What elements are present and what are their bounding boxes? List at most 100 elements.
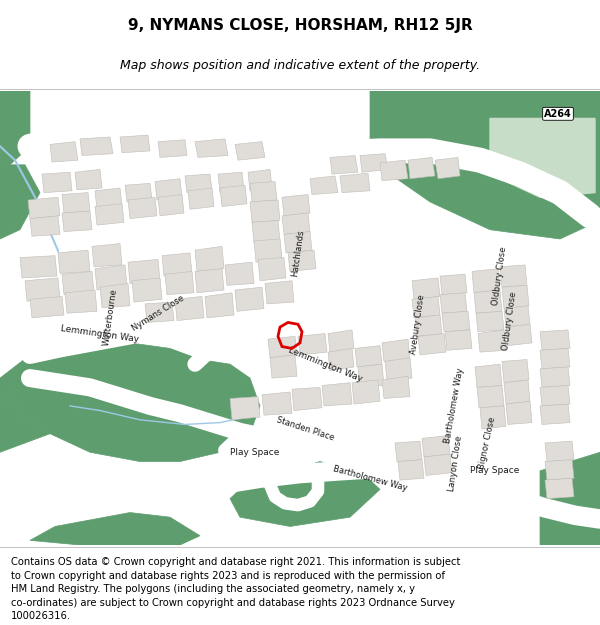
Polygon shape	[128, 198, 157, 219]
Polygon shape	[298, 334, 327, 355]
Polygon shape	[175, 296, 204, 321]
Polygon shape	[415, 315, 442, 336]
Polygon shape	[328, 330, 354, 352]
Text: Play Space: Play Space	[230, 448, 280, 457]
Polygon shape	[250, 181, 277, 202]
Text: Standen Place: Standen Place	[275, 416, 335, 442]
Polygon shape	[62, 211, 92, 232]
Text: Hatchlands: Hatchlands	[290, 229, 306, 277]
Polygon shape	[282, 213, 310, 234]
Polygon shape	[382, 339, 410, 361]
Polygon shape	[474, 290, 502, 313]
Polygon shape	[218, 173, 244, 192]
Polygon shape	[42, 173, 72, 192]
Polygon shape	[65, 290, 97, 313]
Polygon shape	[158, 194, 184, 216]
Polygon shape	[95, 265, 127, 290]
Polygon shape	[418, 334, 446, 355]
Polygon shape	[185, 174, 212, 192]
Polygon shape	[476, 311, 504, 332]
Text: Map shows position and indicative extent of the property.: Map shows position and indicative extent…	[120, 59, 480, 72]
Polygon shape	[545, 441, 574, 461]
Polygon shape	[480, 406, 506, 429]
Polygon shape	[502, 359, 529, 382]
Text: Bartholomew Way: Bartholomew Way	[332, 464, 408, 492]
Polygon shape	[355, 346, 382, 367]
Polygon shape	[445, 330, 472, 350]
Polygon shape	[422, 436, 450, 457]
Polygon shape	[235, 288, 264, 311]
Polygon shape	[310, 176, 338, 194]
Polygon shape	[25, 278, 60, 301]
Polygon shape	[252, 221, 280, 243]
Polygon shape	[545, 478, 574, 499]
Polygon shape	[20, 256, 57, 278]
Polygon shape	[282, 194, 310, 216]
Polygon shape	[442, 311, 470, 332]
Text: Lemmington Way: Lemmington Way	[60, 324, 140, 344]
Text: Avebury Close: Avebury Close	[409, 294, 427, 355]
Polygon shape	[340, 173, 370, 192]
Polygon shape	[62, 271, 94, 294]
Polygon shape	[95, 204, 124, 225]
Polygon shape	[545, 460, 574, 480]
Polygon shape	[506, 401, 532, 424]
Polygon shape	[412, 296, 440, 318]
Polygon shape	[30, 216, 60, 236]
Polygon shape	[268, 336, 297, 357]
Polygon shape	[0, 91, 30, 165]
Polygon shape	[506, 324, 532, 346]
Polygon shape	[75, 169, 102, 190]
Polygon shape	[28, 198, 60, 219]
Polygon shape	[230, 397, 260, 420]
Text: Nymans Close: Nymans Close	[130, 294, 186, 333]
Polygon shape	[504, 306, 530, 327]
Text: Lanyon Close: Lanyon Close	[446, 435, 463, 492]
Polygon shape	[235, 142, 265, 160]
Polygon shape	[262, 392, 292, 415]
Polygon shape	[0, 165, 40, 239]
Polygon shape	[100, 284, 130, 308]
Polygon shape	[288, 250, 316, 271]
Polygon shape	[50, 142, 78, 162]
Polygon shape	[188, 188, 214, 209]
Polygon shape	[258, 258, 286, 281]
Polygon shape	[128, 259, 160, 284]
Polygon shape	[155, 179, 182, 200]
Text: Bignor Close: Bignor Close	[477, 416, 497, 470]
Polygon shape	[395, 441, 422, 461]
Text: Winterbourne: Winterbourne	[101, 288, 118, 346]
Polygon shape	[165, 271, 194, 294]
Polygon shape	[360, 154, 388, 173]
Text: 9, NYMANS CLOSE, HORSHAM, RH12 5JR: 9, NYMANS CLOSE, HORSHAM, RH12 5JR	[128, 18, 472, 33]
Polygon shape	[250, 200, 280, 222]
Polygon shape	[132, 278, 162, 302]
Polygon shape	[92, 244, 122, 267]
Polygon shape	[30, 296, 64, 318]
Polygon shape	[330, 156, 358, 174]
Polygon shape	[195, 246, 224, 271]
Polygon shape	[540, 348, 570, 369]
Polygon shape	[292, 388, 322, 411]
Polygon shape	[284, 232, 312, 253]
Polygon shape	[540, 452, 600, 545]
Polygon shape	[230, 461, 380, 526]
Polygon shape	[265, 281, 294, 304]
Polygon shape	[352, 380, 380, 404]
Polygon shape	[30, 512, 200, 545]
Polygon shape	[440, 292, 467, 313]
Polygon shape	[270, 355, 297, 378]
Text: Contains OS data © Crown copyright and database right 2021. This information is : Contains OS data © Crown copyright and d…	[11, 557, 460, 621]
Polygon shape	[540, 330, 570, 350]
Polygon shape	[328, 348, 354, 371]
Polygon shape	[254, 239, 282, 262]
Polygon shape	[540, 367, 570, 388]
Polygon shape	[478, 330, 506, 352]
Polygon shape	[435, 158, 460, 179]
Polygon shape	[504, 380, 530, 404]
Polygon shape	[490, 119, 595, 198]
Text: A264: A264	[544, 109, 572, 119]
Text: Oldbury Close: Oldbury Close	[491, 246, 509, 306]
Polygon shape	[398, 460, 424, 480]
Polygon shape	[440, 274, 467, 294]
